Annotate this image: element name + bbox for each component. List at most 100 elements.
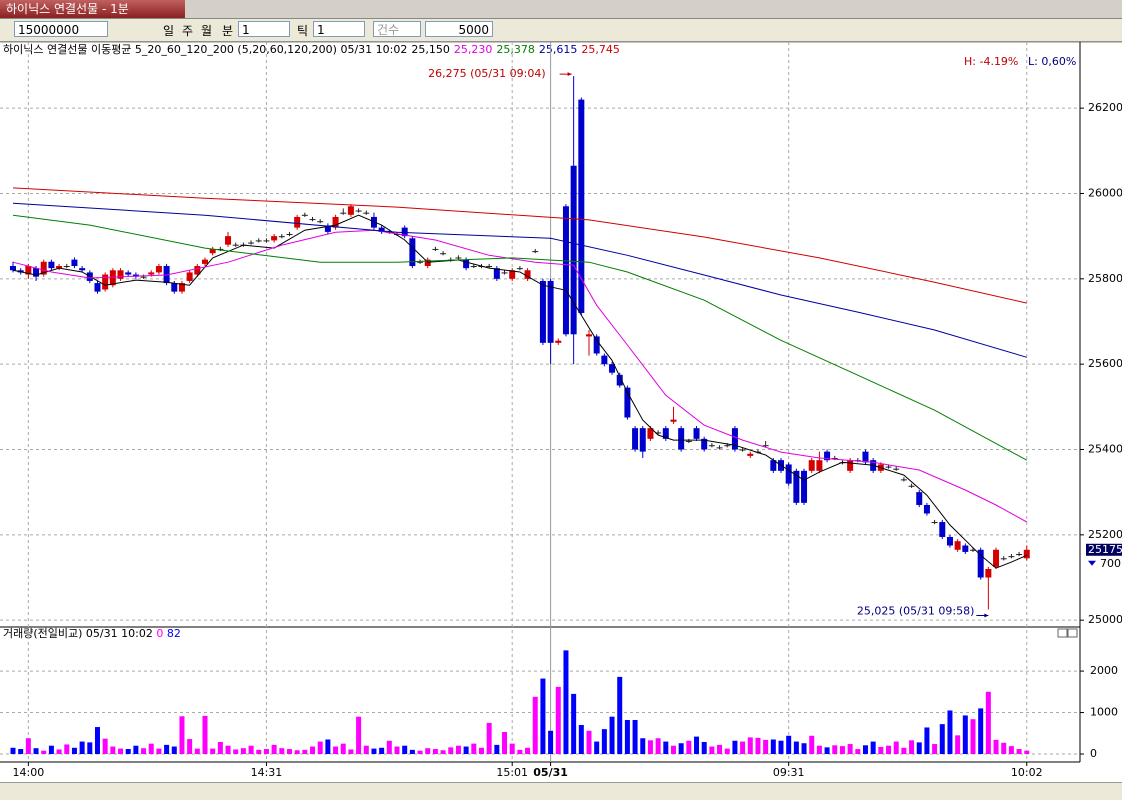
period-button[interactable]: 일: [163, 24, 175, 38]
volume-bar: [909, 740, 915, 754]
candle-body: [923, 504, 930, 514]
volume-bar: [455, 745, 461, 754]
candle-body: [209, 248, 216, 254]
candle-body: [278, 236, 285, 238]
period-button[interactable]: 분: [222, 24, 234, 38]
moving-average: [12, 187, 1027, 304]
candle-body: [470, 266, 477, 268]
volume-bar: [463, 746, 469, 754]
x-tick-label: 05/31: [533, 766, 568, 779]
candle-body: [317, 221, 324, 223]
code-input[interactable]: 15000000: [14, 21, 108, 37]
volume-bar: [786, 735, 792, 754]
volume-bar: [225, 745, 231, 754]
volume-bar: [517, 749, 523, 754]
candle-body: [117, 270, 124, 279]
volume-bar: [10, 747, 16, 754]
candle-body: [985, 568, 992, 578]
volume-bar: [79, 741, 85, 754]
candle-body: [1000, 558, 1007, 560]
volume-bar: [187, 739, 193, 754]
volume-bar: [978, 708, 984, 754]
tick-label: 틱: [297, 24, 309, 38]
volume-down: 82: [166, 627, 181, 640]
volume-bar: [348, 749, 354, 754]
candle-body: [340, 212, 347, 214]
volume-bar: [862, 745, 868, 754]
candle-body: [94, 283, 101, 292]
candle-body: [463, 259, 470, 269]
candle-body: [662, 428, 669, 439]
volume-bar: [71, 747, 77, 754]
tick-input[interactable]: 1: [313, 21, 365, 37]
volume-bar: [617, 676, 623, 754]
period-button[interactable]: 주: [182, 24, 194, 38]
volume-title: 거래량(전일비교) 05/31 10:02: [3, 627, 153, 640]
chart: 25000 25200 25400 25600 25800 26000 26200 0 1000…: [0, 41, 1122, 779]
candle-body: [493, 268, 500, 279]
volume-bar: [333, 746, 339, 754]
candle-body: [770, 460, 777, 471]
candle-body: [977, 549, 984, 578]
panel-button[interactable]: [1057, 628, 1068, 638]
candle-body: [547, 280, 554, 343]
volume-bar: [632, 720, 638, 754]
candle-body: [363, 212, 370, 214]
candle-body: [931, 522, 938, 524]
volume-bar: [194, 748, 200, 754]
count-input[interactable]: 5000: [425, 21, 493, 37]
candle-body: [148, 272, 155, 275]
candle-body: [716, 447, 723, 449]
volume-bar: [486, 722, 492, 754]
volume-bar: [839, 746, 845, 754]
candle-body: [655, 432, 662, 434]
volume-bar: [609, 716, 615, 754]
volume-bar: [686, 740, 692, 754]
volume-bar: [340, 743, 346, 754]
period-button[interactable]: 월: [201, 24, 213, 38]
candle-body: [424, 259, 431, 267]
annotation: 26,275 (05/31 09:04): [428, 67, 545, 80]
volume-bar: [525, 747, 531, 754]
candle-body: [847, 460, 854, 471]
volume-bar: [448, 747, 454, 754]
candle-body: [63, 266, 70, 268]
candle-body: [25, 266, 32, 275]
candle-body: [839, 462, 846, 464]
volume-bar: [94, 727, 100, 754]
volume-bar: [801, 743, 807, 754]
volume-bar: [110, 746, 116, 754]
volume-bar: [64, 744, 70, 754]
moving-average: [12, 229, 1028, 523]
candle-body: [586, 334, 592, 337]
volume-bar: [125, 749, 131, 754]
candle-body: [1016, 554, 1023, 556]
volume-bar: [701, 741, 707, 754]
volume-bar: [832, 745, 838, 754]
candle-body: [71, 259, 78, 267]
x-tick-label: 14:00: [13, 766, 45, 779]
current-price-box: [1086, 543, 1122, 556]
volume-bar: [425, 748, 431, 754]
volume-bar: [947, 710, 953, 754]
current-price-label: 25175: [1088, 543, 1122, 556]
candle-body: [877, 464, 884, 471]
volume-bar: [601, 729, 607, 754]
volume-bar: [893, 741, 899, 754]
window-title[interactable]: 하이닉스 연결선물 - 1분: [0, 0, 185, 18]
volume-bar: [141, 748, 147, 754]
y-tick-label: 1000: [1090, 706, 1118, 719]
y-tick-label: 2000: [1090, 664, 1118, 677]
panel-button[interactable]: [1067, 628, 1078, 638]
candle-body: [455, 257, 462, 259]
candle-body: [708, 445, 715, 447]
candle-body: [509, 270, 516, 279]
candle-body: [1023, 549, 1030, 559]
candle-body: [747, 453, 754, 456]
scrollbar[interactable]: [0, 782, 1122, 800]
candle-body: [854, 460, 861, 462]
minute-input[interactable]: 1: [238, 21, 290, 37]
volume-bar: [755, 737, 761, 754]
candle-body: [409, 238, 416, 267]
count-select[interactable]: 건수: [373, 21, 421, 37]
